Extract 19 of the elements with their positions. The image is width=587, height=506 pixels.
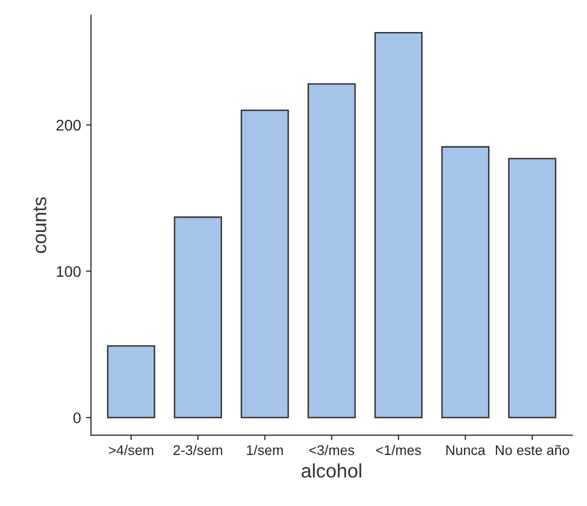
x-tick-label: <3/mes <box>309 444 354 456</box>
x-tick-label: <1/mes <box>376 444 421 456</box>
bar <box>441 146 490 418</box>
bar <box>107 345 156 418</box>
x-axis-title: alcohol <box>302 463 362 478</box>
y-tick-label: 100 <box>56 266 81 277</box>
x-tick-label: 2-3/sem <box>174 444 222 456</box>
x-tick-label: 1/sem <box>246 444 283 456</box>
bar <box>174 216 222 418</box>
bar <box>508 158 556 418</box>
bar <box>240 110 289 418</box>
bar <box>308 83 356 418</box>
bar <box>374 32 423 418</box>
x-tick-label: No este año <box>496 444 570 456</box>
x-tick-label: >4/sem <box>108 444 154 456</box>
y-tick-label: 200 <box>56 120 81 131</box>
y-axis-title: counts <box>34 197 46 253</box>
x-tick-label: Nunca <box>446 445 486 456</box>
y-tick-label: 0 <box>73 412 81 424</box>
